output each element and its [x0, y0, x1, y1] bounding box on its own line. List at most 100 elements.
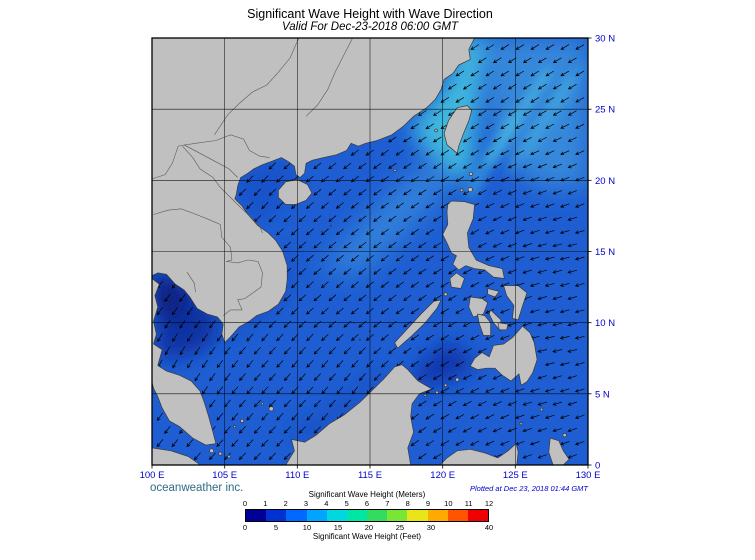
island [268, 406, 274, 412]
lat-tick-label: 15 N [595, 247, 615, 258]
meters-tick-label: 6 [364, 499, 370, 508]
feet-tick-label: 10 [302, 523, 312, 532]
legend-color-segment [306, 510, 327, 521]
legend-color-segment [467, 510, 489, 521]
legend-color-segment [407, 510, 428, 521]
land-mindanao [469, 325, 538, 386]
lon-tick-label: 115 E [358, 470, 382, 481]
island [233, 425, 237, 429]
plotted-timestamp: Plotted at Dec 23, 2018 01:44 GMT [470, 484, 588, 493]
island [443, 292, 448, 297]
island [393, 168, 397, 172]
land-halmahera [548, 437, 570, 465]
legend-color-segment [346, 510, 368, 521]
feet-tick-label: 5 [273, 523, 279, 532]
island [209, 448, 214, 454]
land-taiwan [443, 105, 473, 154]
meters-tick-label: 12 [484, 499, 494, 508]
legend-color-segment [427, 510, 448, 521]
lat-axis: 30 N 25 N 20 N 15 N 10 N 5 N 0 [588, 34, 615, 472]
island [218, 451, 223, 456]
island [261, 402, 264, 406]
land-luzon [442, 200, 505, 279]
lon-axis: 100 E 105 E 110 E 115 E 120 E 125 E 130 E [140, 465, 601, 481]
legend-feet-ticks: 0 5 10 15 20 25 30 40 [242, 523, 493, 532]
land-borneo [285, 364, 433, 465]
land-cebu [488, 309, 502, 332]
legend-color-segment [387, 510, 408, 521]
legend-color-segment [266, 510, 287, 521]
lon-tick-label: 100 E [140, 470, 165, 481]
legend-color-segment [286, 510, 307, 521]
political-borders [152, 38, 353, 316]
wave-direction-arrows [156, 44, 585, 461]
meters-tick-label: 1 [263, 499, 268, 508]
legend-feet-title: Significant Wave Height (Feet) [312, 532, 422, 541]
feet-tick-label: 25 [395, 523, 405, 532]
map-body [152, 38, 588, 465]
meters-tick-label: 5 [344, 499, 349, 508]
island [240, 418, 245, 423]
legend-color-segment [326, 510, 347, 521]
lat-tick-label: 0 [595, 461, 600, 472]
island [435, 390, 439, 395]
lon-tick-label: 120 E [430, 470, 455, 481]
lat-tick-label: 25 N [595, 105, 615, 116]
feet-tick-label: 40 [484, 523, 494, 532]
lon-tick-label: 110 E [285, 470, 309, 481]
land-sulawesi [439, 443, 519, 465]
meters-tick-label: 7 [385, 499, 390, 508]
legend-colorbar [245, 509, 489, 522]
island [443, 383, 448, 388]
lat-tick-label: 20 N [595, 176, 615, 187]
feet-tick-label: 30 [426, 523, 436, 532]
grid-lines [152, 38, 588, 465]
island [455, 377, 460, 382]
island [459, 188, 464, 193]
meters-tick-label: 9 [425, 499, 431, 508]
land-panay [468, 296, 489, 318]
meters-tick-label: 11 [464, 499, 473, 508]
land-china_mainland_indochina [152, 38, 475, 343]
island [519, 422, 523, 426]
meters-tick-label: 0 [242, 499, 248, 508]
land-bohol [497, 322, 509, 331]
lat-tick-label: 5 N [595, 389, 610, 400]
landmass [152, 38, 570, 465]
meters-tick-label: 4 [324, 499, 329, 508]
lon-tick-label: 130 E [576, 470, 601, 481]
island [227, 454, 231, 459]
land-mindoro [449, 272, 465, 289]
land-palawan [394, 299, 442, 349]
lat-tick-label: 30 N [595, 34, 615, 45]
meters-tick-label: 8 [405, 499, 410, 508]
feet-tick-label: 0 [242, 523, 248, 532]
land-sumatra_corner [152, 447, 201, 465]
oceanweather-logo-text: oceanweather inc. [150, 482, 244, 494]
meters-tick-label: 2 [283, 499, 288, 508]
island [434, 128, 438, 133]
island [562, 433, 567, 438]
legend-color-segment [367, 510, 388, 521]
meters-tick-label: 3 [303, 499, 309, 508]
island [467, 187, 473, 193]
island [539, 407, 544, 412]
legend-meters-title: Significant Wave Height (Meters) [308, 490, 426, 499]
valid-time-subtitle: Valid For Dec-23-2018 06:00 GMT [282, 21, 458, 33]
feet-tick-label: 20 [364, 523, 374, 532]
legend-color-segment [246, 510, 267, 521]
legend-color-segment [447, 510, 468, 521]
feet-tick-label: 15 [333, 523, 343, 532]
land-masbate [487, 288, 500, 298]
lon-tick-label: 125 E [503, 470, 528, 481]
meters-tick-label: 10 [444, 499, 453, 508]
island [423, 393, 427, 397]
island-specks [246, 224, 371, 343]
lat-tick-label: 10 N [595, 318, 615, 329]
island [469, 171, 473, 176]
page-title: Significant Wave Height with Wave Direct… [247, 7, 493, 21]
land-malay_peninsula [152, 278, 217, 446]
legend-meters-ticks: 0 1 2 3 4 5 6 7 8 9 10 11 12 [242, 499, 493, 508]
